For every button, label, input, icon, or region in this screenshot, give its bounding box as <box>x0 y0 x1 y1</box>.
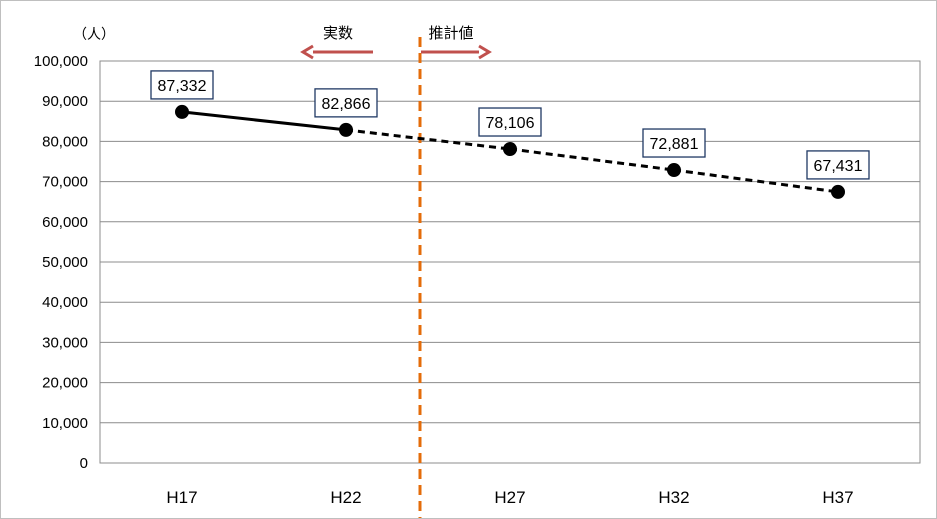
data-label-text: 72,881 <box>650 136 699 153</box>
data-label: 72,881 <box>642 128 706 158</box>
y-tick-label: 90,000 <box>42 93 88 110</box>
y-tick-label: 20,000 <box>42 375 88 392</box>
data-label-box <box>642 128 706 158</box>
y-tick-label: 30,000 <box>42 334 88 351</box>
series-segment-projected <box>509 147 675 172</box>
x-tick-label: H22 <box>330 488 361 507</box>
data-label-text: 82,866 <box>322 96 371 113</box>
y-tick-label: 0 <box>80 455 88 472</box>
data-label: 67,431 <box>806 150 870 180</box>
data-markers <box>175 104 845 199</box>
data-label-box <box>150 70 214 100</box>
actual-label: 実数 <box>323 24 353 42</box>
data-label-box <box>478 107 542 137</box>
data-label-text: 87,332 <box>158 78 207 95</box>
x-tick-label: H17 <box>166 488 197 507</box>
y-tick-label: 60,000 <box>42 214 88 231</box>
data-point <box>175 104 189 119</box>
data-point <box>503 142 517 157</box>
left-arrow-icon <box>300 44 373 60</box>
data-label-box <box>314 88 378 118</box>
y-tick-label: 100,000 <box>34 53 88 70</box>
x-tick-label: H32 <box>658 488 689 507</box>
data-point <box>831 184 845 199</box>
projected-label: 推計値 <box>428 24 473 42</box>
data-label: 82,866 <box>314 88 378 118</box>
projection-annotation: 推計値 <box>421 24 492 60</box>
series-segment-projected <box>345 128 511 151</box>
x-tick-label: H37 <box>822 488 853 507</box>
data-labels: 87,332 82,866 78,106 72,881 67,431 <box>150 70 870 180</box>
series-segment-projected <box>673 168 839 194</box>
data-label-text: 78,106 <box>486 115 535 132</box>
data-label-text: 67,431 <box>814 158 863 175</box>
right-arrow-icon <box>421 44 492 60</box>
x-axis-ticks: H17 H22 H27 H32 H37 <box>166 488 853 507</box>
y-tick-label: 80,000 <box>42 133 88 150</box>
series-segment-actual <box>181 110 347 132</box>
plot-area-frame <box>99 60 921 464</box>
right-arrow-head <box>478 44 492 60</box>
y-axis-unit-label: （人） <box>73 27 115 43</box>
data-point <box>667 163 681 178</box>
population-series <box>181 110 839 194</box>
data-label: 87,332 <box>150 70 214 100</box>
data-point <box>339 122 353 137</box>
y-tick-label: 50,000 <box>42 254 88 271</box>
y-axis-ticks: 0 10,000 20,000 30,000 40,000 50,000 60,000 70,… <box>34 53 88 472</box>
y-tick-label: 40,000 <box>42 294 88 311</box>
y-tick-label: 70,000 <box>42 174 88 191</box>
y-tick-label: 10,000 <box>42 415 88 432</box>
actual-annotation: 実数 <box>300 24 373 60</box>
data-label-box <box>806 150 870 180</box>
x-tick-label: H27 <box>494 488 525 507</box>
left-arrow-head <box>300 44 314 60</box>
data-label: 78,106 <box>478 107 542 137</box>
